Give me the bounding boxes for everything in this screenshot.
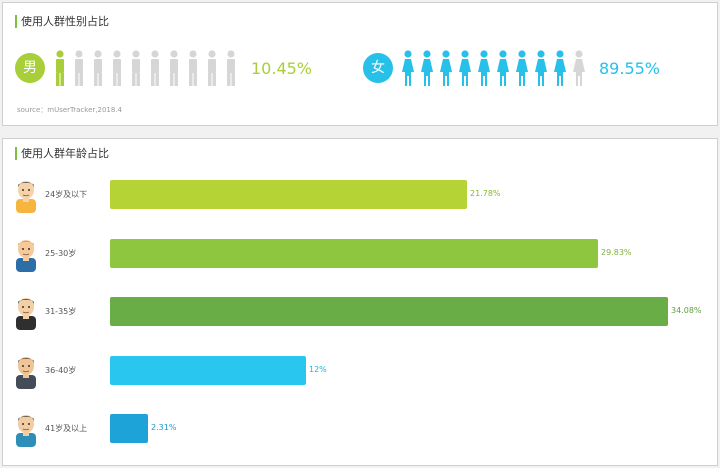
male-person-icon: [91, 50, 105, 88]
female-person-icon: [534, 50, 548, 88]
watermark-chinese: 创 利 树: [576, 432, 693, 453]
male-person-icon: [53, 50, 67, 88]
male-person-icon: [129, 50, 143, 88]
suit-man-avatar-icon: [13, 294, 39, 330]
age-bar-value-label: 29.83%: [601, 248, 632, 257]
age-row: 41岁及以上 2.31%: [3, 409, 719, 449]
age-bar: [110, 356, 306, 385]
age-bar-value-label: 34.08%: [671, 306, 702, 315]
male-person-icon: [72, 50, 86, 88]
age-category-label: 25-30岁: [45, 249, 77, 258]
age-row: 25-30岁 29.83%: [3, 234, 719, 274]
male-person-icon: [167, 50, 181, 88]
age-row: 31-35岁 34.08%: [3, 292, 719, 332]
female-block: 女 89.55%: [363, 48, 693, 88]
age-category-label: 36-40岁: [45, 366, 77, 375]
female-person-icon: [553, 50, 567, 88]
man-avatar-icon: [13, 236, 39, 272]
female-person-icon: [515, 50, 529, 88]
female-person-icon: [572, 50, 586, 88]
watermark: CHUANG LI SHU 创 利 树: [512, 402, 716, 464]
age-category-label: 41岁及以上: [45, 424, 88, 433]
gender-panel-title: 使用人群性别占比: [15, 15, 109, 28]
age-bar-value-label: 21.78%: [470, 189, 501, 198]
female-badge: 女: [363, 53, 393, 83]
age-category-label: 24岁及以下: [45, 190, 88, 199]
age-row: 36-40岁 12%: [3, 351, 719, 391]
age-bar: [110, 239, 598, 268]
male-person-icon: [148, 50, 162, 88]
female-person-icon: [401, 50, 415, 88]
age-bar: [110, 180, 467, 209]
age-bar: [110, 297, 668, 326]
age-panel: 使用人群年龄占比 24岁及以下 21.78% 25-30岁 29.83% 31-35岁 3…: [2, 138, 718, 466]
female-person-icon: [496, 50, 510, 88]
age-bar-value-label: 12%: [309, 365, 327, 374]
female-person-icon: [439, 50, 453, 88]
age-bar-value-label: 2.31%: [151, 423, 177, 432]
wave-logo-icon: [518, 410, 564, 456]
male-person-icon: [224, 50, 238, 88]
source-note: source：mUserTracker,2018.4: [17, 106, 122, 114]
male-badge: 男: [15, 53, 45, 83]
age-category-label: 31-35岁: [45, 307, 77, 316]
mustache-man-avatar-icon: [13, 353, 39, 389]
older-man-avatar-icon: [13, 411, 39, 447]
female-person-icon: [420, 50, 434, 88]
female-person-icon: [458, 50, 472, 88]
age-bar: [110, 414, 148, 443]
age-row: 24岁及以下 21.78%: [3, 175, 719, 215]
age-panel-title: 使用人群年龄占比: [15, 147, 109, 160]
female-percentage: 89.55%: [599, 59, 661, 78]
male-person-icon: [186, 50, 200, 88]
gender-panel: 使用人群性别占比 男 10.45% 女 89.55% source：mUserT…: [2, 2, 718, 126]
watermark-latin: CHUANG LI SHU: [570, 406, 690, 420]
young-man-avatar-icon: [13, 177, 39, 213]
male-block: 男 10.45%: [15, 48, 345, 88]
female-person-icon: [477, 50, 491, 88]
male-percentage: 10.45%: [251, 59, 313, 78]
male-person-icon: [205, 50, 219, 88]
male-person-icon: [110, 50, 124, 88]
